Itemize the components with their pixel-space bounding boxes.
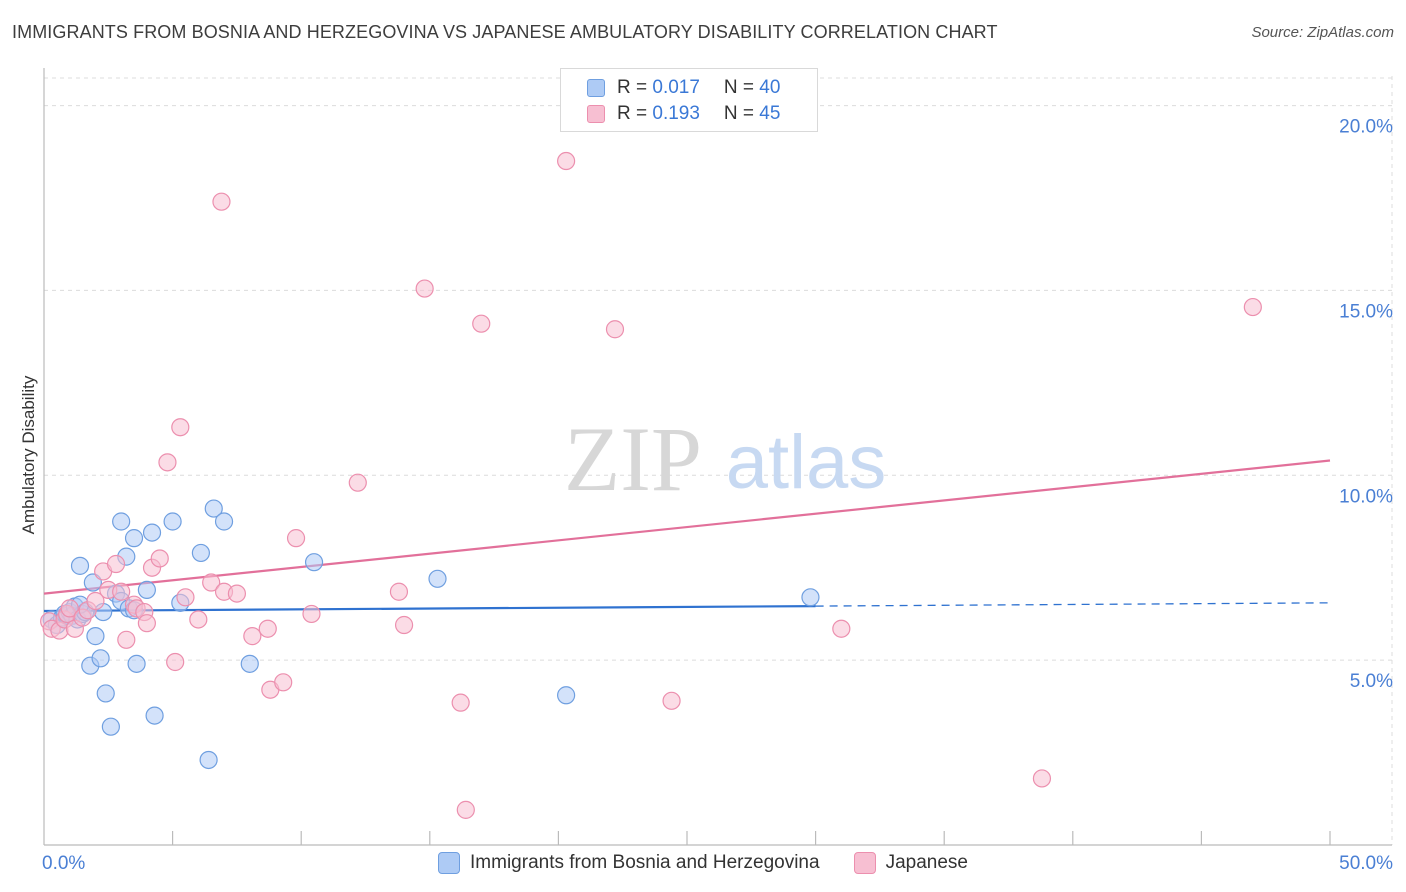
data-point-japanese: [202, 573, 221, 592]
data-points: [40, 151, 1262, 819]
trend-lines: [43, 459, 1331, 613]
data-point-bosnia: [91, 649, 110, 668]
data-point-bosnia: [428, 569, 447, 588]
data-point-bosnia: [83, 573, 102, 592]
watermark-zip: ZIP: [564, 408, 702, 510]
legend-n-label: N =: [723, 103, 760, 124]
watermark-atlas: atlas: [726, 420, 887, 505]
series-label-japanese: Japanese: [885, 852, 968, 873]
data-point-japanese: [258, 619, 277, 638]
data-point-bosnia: [124, 529, 144, 548]
series-legend: Immigrants from Bosnia and Herzegovina J…: [0, 852, 1406, 874]
series-legend-bosnia[interactable]: Immigrants from Bosnia and Herzegovina: [438, 852, 820, 874]
series-label-bosnia: Immigrants from Bosnia and Herzegovina: [470, 852, 820, 873]
data-point-bosnia: [801, 588, 820, 607]
data-point-japanese: [166, 652, 185, 672]
legend-r-value: 0.193: [652, 103, 700, 124]
trend-line-japanese: [43, 459, 1331, 595]
data-point-bosnia: [191, 543, 210, 563]
trend-line-bosnia-extension: [815, 602, 1331, 607]
grid-lines: [44, 76, 1393, 845]
legend-n-label: N =: [723, 77, 760, 98]
x-tick-label: 0.0%: [42, 853, 85, 874]
data-point-japanese: [662, 691, 681, 710]
series-swatch-bosnia: [438, 852, 461, 874]
data-point-bosnia: [101, 717, 120, 736]
source-label: Source: ZipAtlas.com: [1251, 24, 1394, 41]
data-point-japanese: [189, 610, 208, 629]
data-point-japanese: [60, 599, 79, 618]
x-tick-label: 50.0%: [1339, 853, 1393, 874]
legend-swatch-bosnia: [587, 79, 605, 97]
legend-row-bosnia: R = 0.017 N = 40: [587, 76, 780, 100]
legend-r-value: 0.017: [652, 77, 700, 98]
data-point-japanese: [348, 473, 367, 492]
correlation-legend: R = 0.017 N = 40 R = 0.193 N = 45: [560, 68, 818, 132]
data-point-japanese: [137, 614, 156, 633]
legend-swatch-japanese: [587, 105, 605, 123]
data-point-japanese: [86, 591, 105, 611]
data-point-bosnia: [557, 686, 576, 705]
data-point-japanese: [150, 549, 169, 568]
data-point-japanese: [274, 673, 293, 692]
y-tick-label: 10.0%: [1339, 486, 1393, 507]
data-point-japanese: [456, 800, 475, 819]
data-point-japanese: [415, 279, 434, 298]
data-point-japanese: [832, 619, 851, 638]
data-point-japanese: [176, 588, 195, 607]
y-tick-label: 15.0%: [1339, 301, 1393, 322]
data-point-japanese: [227, 584, 246, 603]
data-point-bosnia: [199, 750, 218, 770]
y-axis-title: Ambulatory Disability: [19, 375, 38, 534]
axes: 5.0% 10.0% 15.0% 20.0% 0.0% 50.0%: [42, 68, 1393, 874]
data-point-bosnia: [214, 512, 234, 531]
legend-n-value: 40: [759, 77, 781, 98]
data-point-bosnia: [112, 512, 131, 531]
data-point-bosnia: [240, 654, 259, 673]
data-point-bosnia: [137, 580, 156, 599]
watermark: ZIP atlas: [564, 408, 886, 510]
data-point-japanese: [394, 615, 414, 635]
legend-n-value: 45: [759, 103, 781, 124]
data-point-bosnia: [145, 706, 164, 725]
chart-title: IMMIGRANTS FROM BOSNIA AND HERZEGOVINA V…: [12, 22, 998, 42]
data-point-bosnia: [204, 499, 223, 518]
data-point-bosnia: [70, 556, 90, 575]
y-tick-label: 5.0%: [1350, 671, 1393, 692]
series-swatch-japanese: [853, 852, 876, 874]
data-point-bosnia: [86, 627, 105, 646]
data-point-japanese: [557, 151, 576, 171]
legend-r-label: R =: [617, 77, 653, 98]
data-point-japanese: [112, 582, 131, 601]
data-point-japanese: [243, 627, 262, 646]
data-point-japanese: [302, 604, 321, 624]
data-point-japanese: [212, 192, 231, 211]
series-legend-japanese[interactable]: Japanese: [853, 852, 968, 874]
data-point-japanese: [117, 630, 136, 649]
data-point-bosnia: [304, 553, 324, 572]
legend-row-japanese: R = 0.193 N = 45: [587, 102, 780, 126]
data-point-japanese: [605, 320, 625, 339]
data-point-japanese: [158, 453, 177, 472]
data-point-bosnia: [96, 684, 115, 703]
data-point-bosnia: [127, 654, 146, 673]
data-point-japanese: [389, 582, 409, 601]
data-point-bosnia: [163, 512, 182, 531]
data-point-japanese: [286, 529, 306, 548]
data-point-japanese: [171, 418, 190, 437]
legend-r-label: R =: [617, 103, 653, 124]
data-point-japanese: [451, 693, 470, 712]
data-point-japanese: [1243, 297, 1262, 317]
data-point-japanese: [472, 314, 491, 333]
y-tick-label: 20.0%: [1339, 117, 1393, 138]
data-point-japanese: [1032, 769, 1052, 788]
data-point-bosnia: [142, 523, 162, 542]
data-point-japanese: [106, 554, 126, 574]
trend-line-bosnia: [43, 604, 816, 613]
